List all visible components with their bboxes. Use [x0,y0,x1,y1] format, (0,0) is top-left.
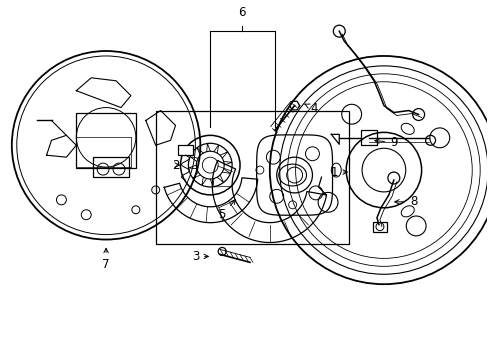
Text: 8: 8 [394,195,417,208]
Text: 2: 2 [171,159,179,172]
Bar [76,113,136,168]
Text: 5: 5 [218,200,235,221]
Text: 7: 7 [102,248,110,271]
Bar [360,130,376,145]
Text: 9: 9 [374,136,397,149]
Bar [372,222,386,231]
Text: 1: 1 [330,166,346,179]
Bar [177,145,193,155]
Bar [155,111,348,244]
Bar [93,157,129,177]
Text: 4: 4 [305,102,318,115]
Text: 6: 6 [238,6,245,19]
Text: 3: 3 [191,250,208,263]
